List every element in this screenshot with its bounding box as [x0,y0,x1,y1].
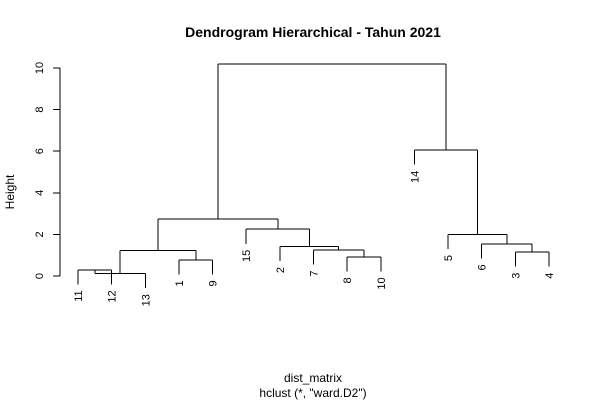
leaf-label: 9 [208,280,220,286]
leaf-label: 10 [376,277,388,289]
leaf-labels: 11 12 13 1 9 15 2 7 8 10 14 5 6 3 4 [73,171,556,307]
y-tick-label: 10 [34,62,46,74]
x-axis-label: dist_matrix [284,371,342,385]
y-tick-label: 4 [34,190,46,196]
leaf-label: 1 [174,280,186,286]
leaf-label: 12 [107,290,119,302]
y-axis-label: Height [3,174,17,209]
method-sublabel: hclust (*, "ward.D2") [259,386,366,400]
leaf-label: 7 [309,271,321,277]
leaf-label: 3 [510,273,522,279]
leaf-label: 8 [342,277,354,283]
y-tick-label: 8 [34,107,46,113]
leaf-label: 4 [544,273,556,279]
y-axis: 0 2 4 6 8 10 [34,62,61,279]
y-tick-label: 0 [34,273,46,279]
leaf-label: 11 [73,290,85,301]
y-tick-label: 2 [34,231,46,237]
leaf-label: 2 [275,267,287,273]
leaf-label: 5 [443,255,455,261]
y-tick-label: 6 [34,148,46,154]
dendrogram-tree [77,63,550,289]
chart-title: Dendrogram Hierarchical - Tahun 2021 [185,24,441,40]
leaf-label: 13 [140,294,152,306]
leaf-label: 6 [477,264,489,270]
leaf-label: 15 [241,250,253,262]
leaf-label: 14 [409,171,421,183]
